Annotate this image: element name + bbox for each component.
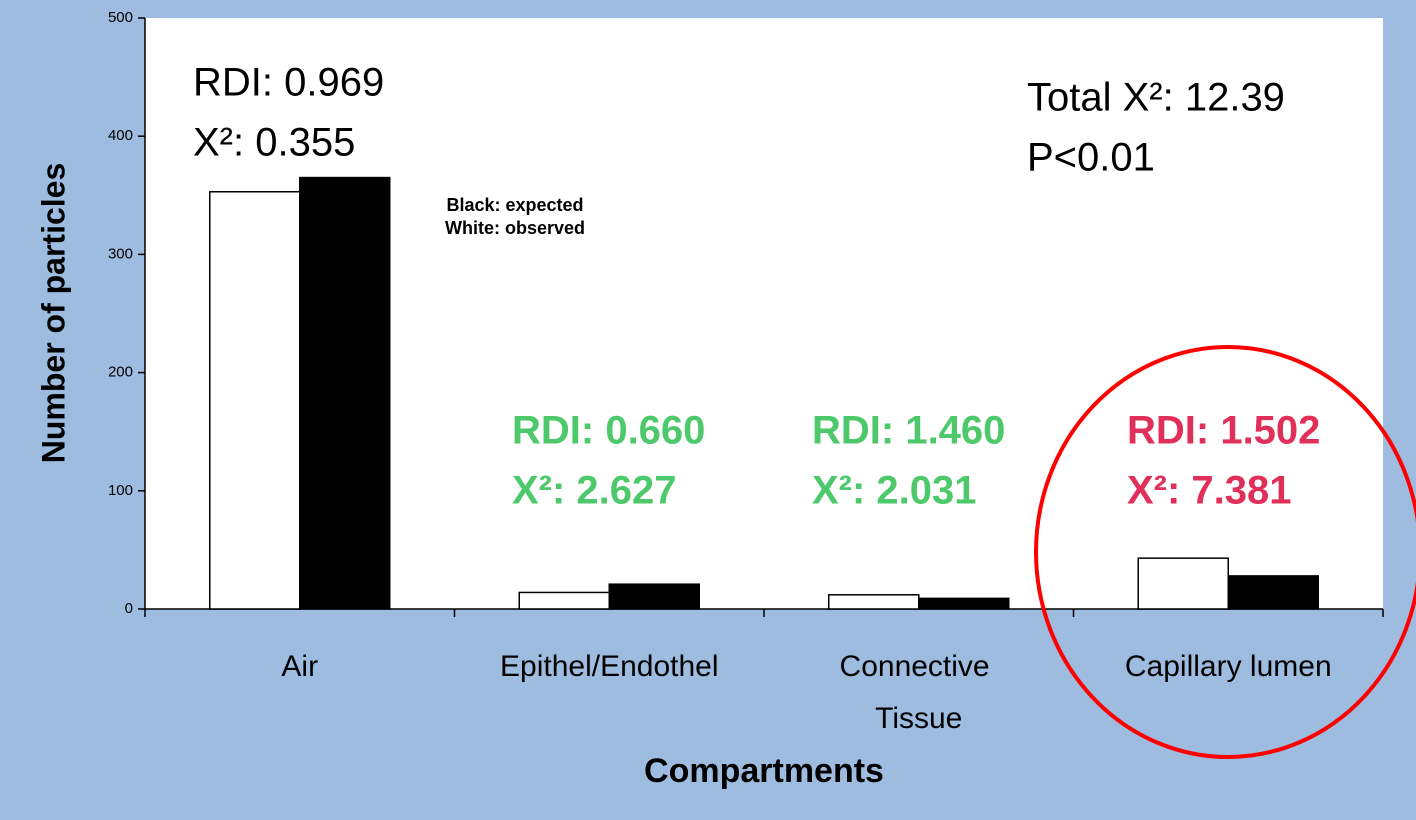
- x-tick-label: Connective Tissue: [840, 650, 998, 735]
- bar: [299, 176, 391, 610]
- bar: [608, 583, 700, 610]
- legend-text: Black: expected: [446, 195, 583, 215]
- bar: [1227, 575, 1319, 610]
- bar: [209, 191, 301, 610]
- x-tick-label: Capillary lumen: [1125, 650, 1332, 683]
- bar: [1137, 557, 1229, 610]
- legend-text: White: observed: [445, 218, 585, 238]
- y-tick-label: 500: [108, 9, 133, 26]
- annotation: P<0.01: [1027, 136, 1155, 180]
- annotation: X²: 0.355: [193, 121, 355, 165]
- bar: [828, 594, 920, 610]
- annotation: Total X²: 12.39: [1027, 76, 1285, 120]
- x-tick-label: Air: [281, 650, 318, 683]
- x-tick-label: Epithel/Endothel: [500, 650, 719, 683]
- annotation: X²: 7.381: [1127, 469, 1292, 513]
- annotation: X²: 2.627: [512, 469, 677, 513]
- annotation: RDI: 1.460: [812, 409, 1005, 453]
- y-tick-label: 300: [108, 245, 133, 262]
- highlight-circle: [1034, 345, 1416, 759]
- bar: [918, 597, 1010, 610]
- bar: [518, 591, 610, 610]
- y-axis-title: Number of particles: [35, 163, 71, 464]
- annotation: RDI: 0.660: [512, 409, 705, 453]
- y-tick-label: 400: [108, 127, 133, 144]
- annotation: RDI: 0.969: [193, 61, 384, 105]
- x-axis-title: Compartments: [644, 752, 884, 790]
- annotation: RDI: 1.502: [1127, 409, 1320, 453]
- y-tick-label: 200: [108, 364, 133, 381]
- y-tick-label: 0: [125, 600, 133, 617]
- annotation: X²: 2.031: [812, 469, 977, 513]
- y-tick-label: 100: [108, 482, 133, 499]
